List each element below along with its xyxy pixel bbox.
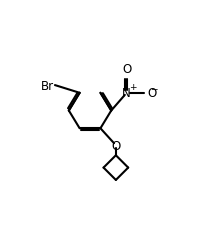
Text: O: O [147,87,157,100]
Text: N: N [122,87,131,100]
Text: O: O [122,63,131,76]
Text: +: + [129,83,137,92]
Text: −: − [150,84,158,93]
Text: Br: Br [41,79,54,92]
Text: O: O [111,139,120,152]
